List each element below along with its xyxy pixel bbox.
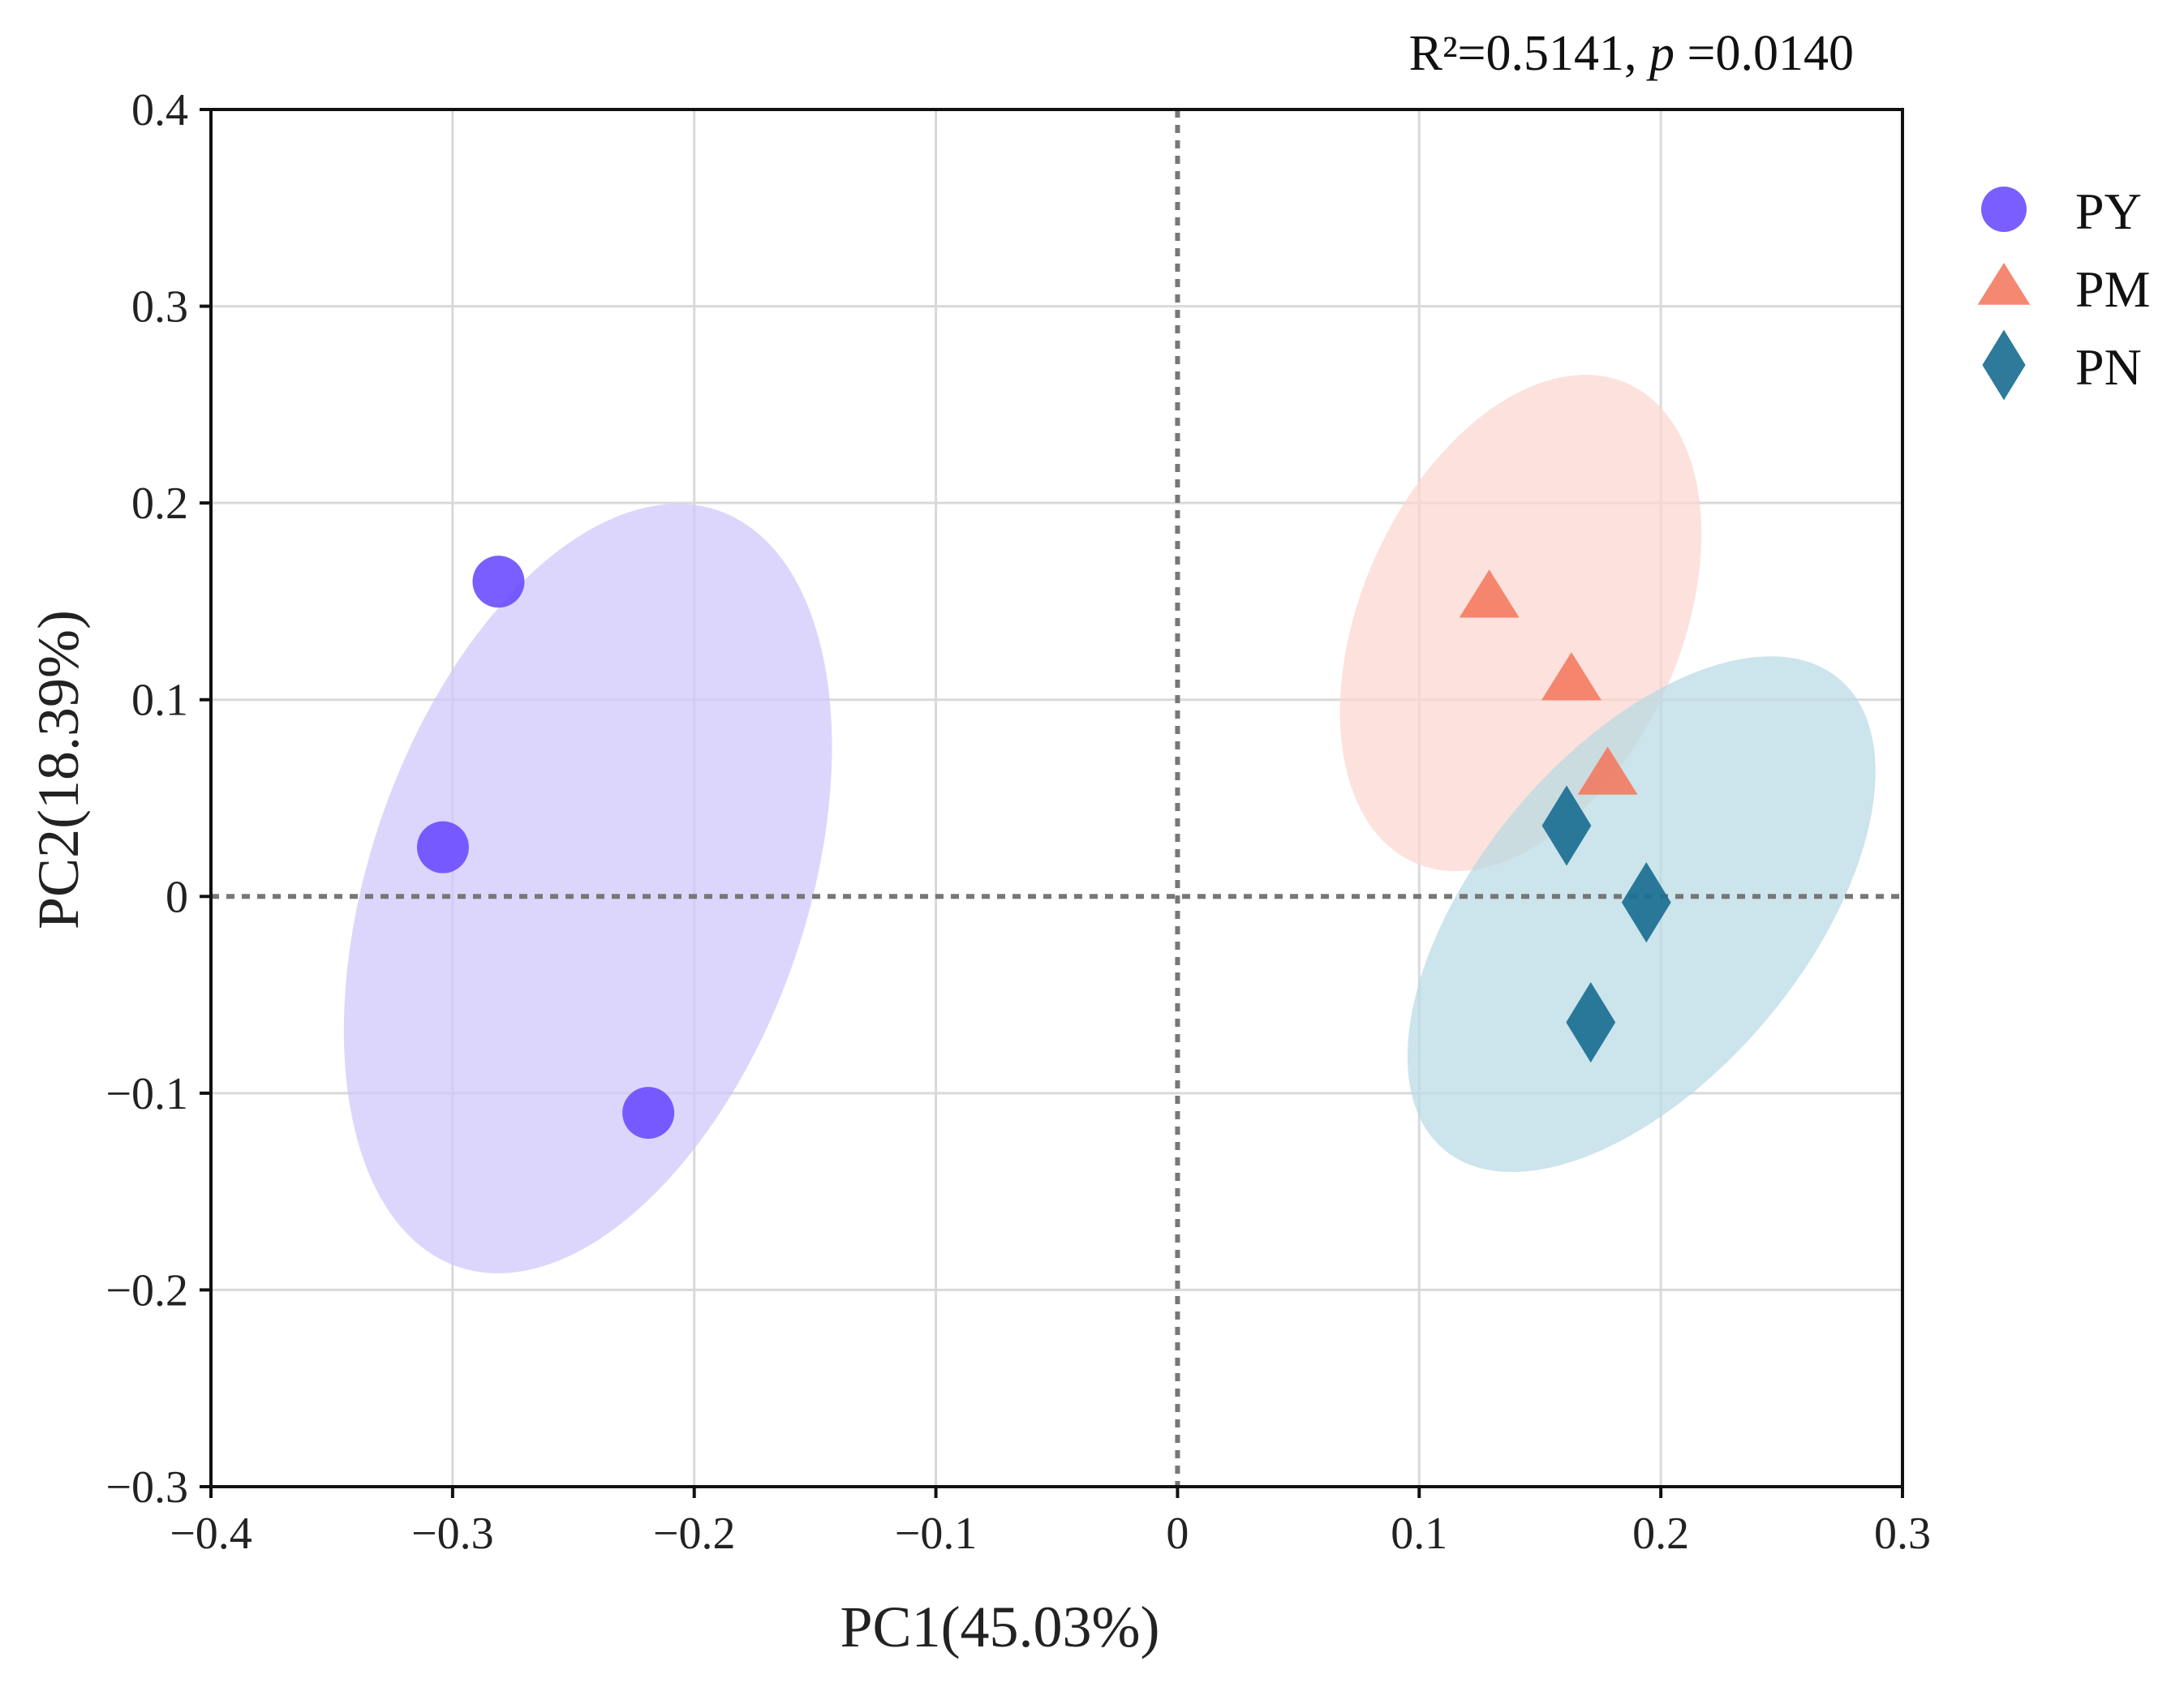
legend-label-py: PY xyxy=(2075,182,2142,240)
legend-label-pn: PN xyxy=(2075,338,2142,396)
x-axis-title: PC1(45.03%) xyxy=(840,1595,1160,1659)
permanova-statistic: R²=0.5141, p =0.0140 xyxy=(1409,26,1854,81)
legend: PY PM PN xyxy=(1977,182,2151,401)
axis-ticks: −0.4 −0.3 −0.2 −0.1 0 0.1 0.2 0.3−0.3−0.2−0.100… xyxy=(105,85,1931,1559)
x-tick-label: 0.1 xyxy=(1391,1509,1447,1559)
x-tick-label: −0.1 xyxy=(895,1509,978,1559)
p-label: p xyxy=(1646,26,1675,81)
x-tick-label: 0.2 xyxy=(1632,1509,1689,1559)
point-py-1 xyxy=(472,556,525,608)
legend-marker-pm xyxy=(1977,262,2031,305)
legend-marker-pn xyxy=(1982,329,2026,401)
y-axis-title: PC2(18.39%) xyxy=(26,610,91,929)
y-tick-label: −0.3 xyxy=(105,1462,188,1513)
legend-marker-py xyxy=(1981,187,2027,232)
zero-reference-lines xyxy=(211,109,1902,1487)
y-tick-label: 0.2 xyxy=(131,479,188,529)
legend-item-pm: PM xyxy=(1977,260,2151,318)
r2-label: R²=0.5141, xyxy=(1409,26,1649,81)
p-value: =0.0140 xyxy=(1675,26,1854,81)
y-tick-label: 0.4 xyxy=(131,85,188,135)
y-tick-label: 0 xyxy=(166,872,188,922)
point-pn-1 xyxy=(1541,785,1592,866)
y-tick-label: 0.1 xyxy=(131,676,188,726)
point-pn-2 xyxy=(1621,861,1671,943)
legend-label-pm: PM xyxy=(2075,260,2151,318)
x-tick-label: −0.4 xyxy=(170,1509,252,1559)
y-tick-label: −0.1 xyxy=(105,1069,188,1119)
point-pm-3 xyxy=(1577,746,1638,795)
legend-item-pn: PN xyxy=(1982,329,2142,401)
y-tick-label: −0.2 xyxy=(105,1265,188,1316)
point-pm-2 xyxy=(1541,652,1601,701)
x-tick-label: −0.3 xyxy=(411,1509,494,1559)
x-tick-label: 0.3 xyxy=(1874,1509,1931,1559)
point-py-2 xyxy=(416,821,469,874)
plot-area-frame xyxy=(209,108,1904,1488)
data-points xyxy=(416,556,1671,1140)
x-tick-label: −0.2 xyxy=(653,1509,736,1559)
x-tick-label: 0 xyxy=(1166,1509,1189,1559)
y-tick-label: 0.3 xyxy=(131,282,188,333)
point-pm-1 xyxy=(1459,569,1520,618)
legend-item-py: PY xyxy=(1981,182,2142,240)
point-pn-3 xyxy=(1566,981,1616,1063)
ellipse-py xyxy=(343,504,832,1273)
confidence-ellipses xyxy=(343,375,1876,1273)
point-py-3 xyxy=(622,1087,675,1140)
